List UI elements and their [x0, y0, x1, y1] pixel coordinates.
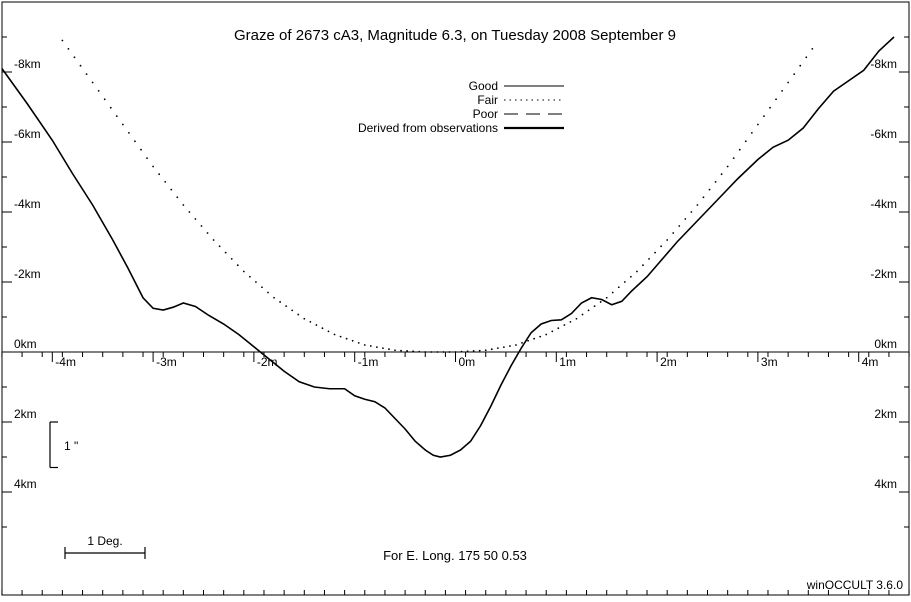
legend-label: Poor — [473, 107, 498, 121]
x-tick: 4m — [862, 355, 879, 369]
degree-scale-label: 1 Deg. — [87, 534, 122, 548]
chart-title: Graze of 2673 cA3, Magnitude 6.3, on Tue… — [234, 27, 676, 44]
legend-label: Fair — [477, 93, 498, 107]
arcsec-scale-label: 1 " — [64, 439, 78, 453]
y-tick-right: 2km — [874, 407, 897, 421]
version-note: winOCCULT 3.6.0 — [806, 578, 904, 592]
y-tick-right: 4km — [874, 477, 897, 491]
legend-label: Derived from observations — [358, 121, 498, 135]
y-tick-right: -4km — [870, 197, 897, 211]
y-tick-right: -2km — [870, 267, 897, 281]
graze-profile-chart: Graze of 2673 cA3, Magnitude 6.3, on Tue… — [0, 0, 911, 597]
derived-profile-line — [2, 37, 894, 457]
y-tick-left: 2km — [14, 407, 37, 421]
y-tick-right: -8km — [870, 57, 897, 71]
x-tick: 0m — [459, 355, 476, 369]
y-tick-right: 0km — [874, 337, 897, 351]
y-tick-left: -2km — [14, 267, 41, 281]
y-tick-left: -4km — [14, 197, 41, 211]
legend-label: Good — [469, 79, 498, 93]
y-tick-left: -6km — [14, 127, 41, 141]
y-tick-left: 4km — [14, 477, 37, 491]
chart-footer: For E. Long. 175 50 0.53 — [383, 548, 527, 563]
x-tick: -1m — [358, 355, 379, 369]
x-tick: -3m — [156, 355, 177, 369]
y-tick-right: -6km — [870, 127, 897, 141]
x-tick: -4m — [55, 355, 76, 369]
x-tick: 2m — [660, 355, 677, 369]
y-tick-left: -8km — [14, 57, 41, 71]
x-tick: 3m — [761, 355, 778, 369]
x-tick: 1m — [559, 355, 576, 369]
y-tick-left: 0km — [14, 337, 37, 351]
